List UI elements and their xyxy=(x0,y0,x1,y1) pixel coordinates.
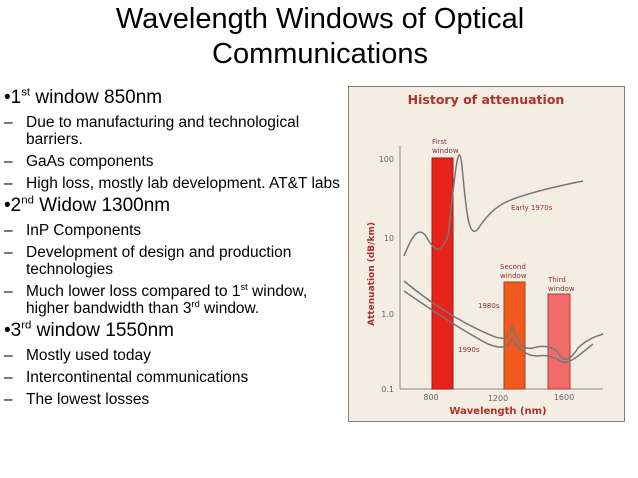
curve-1980s xyxy=(403,280,604,361)
y-axis-label: Attenuation (dB/km) xyxy=(367,222,377,326)
window-label: window xyxy=(548,285,575,293)
bullet-heading: 2nd Widow 1300nm xyxy=(4,194,349,217)
text-run: 1 xyxy=(10,87,22,108)
figure-frame xyxy=(348,86,625,422)
window-label: Third xyxy=(547,276,566,284)
attenuation-figure: History of attenuation Attenuation (dB/k… xyxy=(348,86,625,422)
curve-1990s xyxy=(403,290,594,364)
text-run: InP Components xyxy=(26,222,142,239)
superscript: rd xyxy=(191,298,200,309)
window-label: window xyxy=(432,147,459,155)
curve-1970s xyxy=(403,154,584,257)
x-tick-label: 1600 xyxy=(554,393,574,402)
sub-bullet: The lowest losses xyxy=(4,391,349,408)
first-window-bar xyxy=(431,157,454,390)
text-run: GaAs components xyxy=(26,153,154,170)
sub-bullet: InP Components xyxy=(4,222,349,239)
text-run: Mostly used today xyxy=(26,347,151,364)
sub-bullet: Much lower loss compared to 1st window, … xyxy=(4,281,349,317)
text-run: Intercontinental communications xyxy=(26,369,249,386)
y-tick-label: 100 xyxy=(379,155,394,164)
window-label: window xyxy=(500,272,527,280)
x-tick-label: 1200 xyxy=(488,394,508,403)
text-run: window, higher bandwidth than 3 xyxy=(26,283,308,317)
title-line: Communications xyxy=(212,38,428,70)
y-tick-label: 0.1 xyxy=(381,385,394,394)
text-run: The lowest losses xyxy=(26,391,150,408)
x-tick-label: 800 xyxy=(423,393,438,402)
figure-title: History of attenuation xyxy=(408,92,565,107)
bullet-list: 1st window 850nmDue to manufacturing and… xyxy=(4,84,349,408)
curve-label: Early 1970s xyxy=(511,204,553,212)
superscript: nd xyxy=(21,194,34,207)
sub-bullet: High loss, mostly lab development. AT&T … xyxy=(4,175,349,192)
third-window-bar xyxy=(547,293,571,390)
text-run: 2 xyxy=(10,195,22,216)
superscript: st xyxy=(21,86,31,99)
sub-bullet: Due to manufacturing and technological b… xyxy=(4,114,349,148)
y-tick-label: 1.0 xyxy=(381,310,394,319)
slide-title: Wavelength Windows of Optical Communicat… xyxy=(60,2,580,72)
superscript: rd xyxy=(21,319,32,332)
window-label: First xyxy=(432,138,447,146)
superscript: st xyxy=(240,281,248,292)
text-run: window. xyxy=(199,300,260,317)
text-run: window 1550nm xyxy=(31,320,174,341)
curve-label: 1980s xyxy=(478,302,500,310)
sub-bullet: GaAs components xyxy=(4,153,349,170)
y-tick-label: 10 xyxy=(384,234,394,243)
text-run: Development of design and production tec… xyxy=(26,244,292,278)
title-line: Wavelength Windows of Optical xyxy=(115,3,525,35)
x-axis-label: Wavelength (nm) xyxy=(449,406,546,417)
text-run: Much lower loss compared to 1 xyxy=(26,283,241,300)
text-run: High loss, mostly lab development. AT&T … xyxy=(26,175,340,192)
bullet-heading: 1st window 850nm xyxy=(4,86,349,109)
sub-bullet: Intercontinental communications xyxy=(4,369,349,386)
sub-bullet: Development of design and production tec… xyxy=(4,244,349,278)
sub-bullet: Mostly used today xyxy=(4,347,349,364)
second-window-bar xyxy=(503,281,526,390)
bullet-heading: 3rd window 1550nm xyxy=(4,319,349,342)
window-label: Second xyxy=(500,263,526,271)
text-run: Widow 1300nm xyxy=(33,195,171,216)
text-run: 3 xyxy=(10,320,22,341)
curve-label: 1990s xyxy=(458,346,480,354)
text-run: window 850nm xyxy=(30,87,163,108)
text-run: Due to manufacturing and technological b… xyxy=(26,114,300,148)
